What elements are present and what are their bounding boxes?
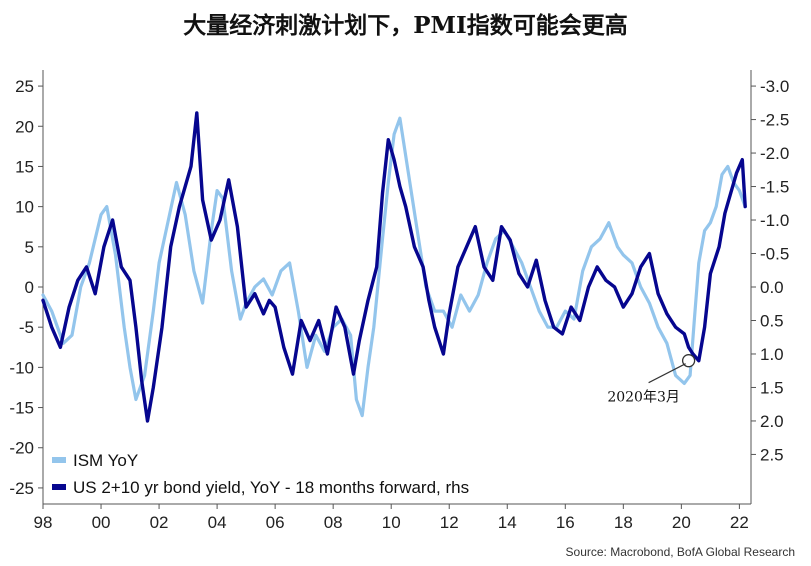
left-tick-label: 15 [15,157,34,176]
left-y-ticks: 25 20 15 10 5 0 -5 -10 -15 -20 -25 [9,77,43,498]
right-tick-label: 1.0 [760,345,784,364]
right-tick-label: 2.0 [760,412,784,431]
right-tick-label: -2.5 [760,111,789,130]
x-tick-label: 18 [614,513,633,532]
right-y-ticks: -3.0 -2.5 -2.0 -1.5 -1.0 -0.5 0.0 0.5 1.0 1.5 2.0 2… [751,77,789,464]
series-line-bond-yield [41,111,747,423]
x-tick-label: 20 [672,513,691,532]
left-tick-label: -25 [9,479,34,498]
series-line-ism-yoy [41,116,747,418]
x-tick-label: 10 [382,513,401,532]
x-tick-label: 22 [730,513,749,532]
left-tick-label: 20 [15,117,34,136]
x-tick-label: 06 [266,513,285,532]
chart-title: 大量经济刺激计划下，PMI指数可能会更高 [183,12,628,39]
legend-label: US 2+10 yr bond yield, YoY - 18 months f… [73,478,469,497]
source-note: Source: Macrobond, BofA Global Research [566,545,795,559]
x-tick-label: 02 [150,513,169,532]
right-tick-label: -0.5 [760,245,789,264]
left-tick-label: -10 [9,358,34,377]
left-tick-label: 0 [25,278,34,297]
legend-label: ISM YoY [73,451,138,470]
legend: ISM YoY US 2+10 yr bond yield, YoY - 18 m… [52,451,469,497]
x-ticks: 98 00 02 04 06 08 10 12 14 16 18 20 22 [34,504,749,532]
x-tick-label: 00 [92,513,111,532]
right-tick-label: -1.0 [760,211,789,230]
x-tick-label: 98 [34,513,53,532]
annotation-layer: 2020年3月 [607,354,696,406]
right-tick-label: -1.5 [760,178,789,197]
left-tick-label: 5 [25,238,34,257]
left-tick-label: 10 [15,198,34,217]
x-tick-label: 16 [556,513,575,532]
x-tick-label: 08 [324,513,343,532]
right-tick-label: 2.5 [760,445,784,464]
right-tick-label: 1.5 [760,378,784,397]
series-layer [41,111,747,423]
x-tick-label: 04 [208,513,227,532]
annotation-label: 2020年3月 [607,390,680,406]
axes [42,70,752,505]
left-tick-label: 25 [15,77,34,96]
right-tick-label: 0.5 [760,311,784,330]
left-tick-label: -15 [9,399,34,418]
x-tick-label: 12 [440,513,459,532]
left-tick-label: -5 [19,318,34,337]
annotation-leader-line [648,363,686,384]
right-tick-label: -2.0 [760,144,789,163]
left-tick-label: -20 [9,439,34,458]
x-tick-label: 14 [498,513,517,532]
right-tick-label: -3.0 [760,77,789,96]
right-tick-label: 0.0 [760,278,784,297]
